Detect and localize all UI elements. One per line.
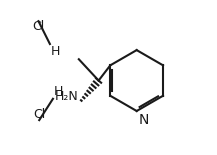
Text: N: N — [138, 113, 149, 126]
Text: H₂N: H₂N — [54, 90, 78, 103]
Text: H: H — [54, 85, 63, 98]
Text: H: H — [51, 45, 60, 58]
Text: Cl: Cl — [32, 20, 45, 33]
Text: Cl: Cl — [33, 108, 45, 121]
